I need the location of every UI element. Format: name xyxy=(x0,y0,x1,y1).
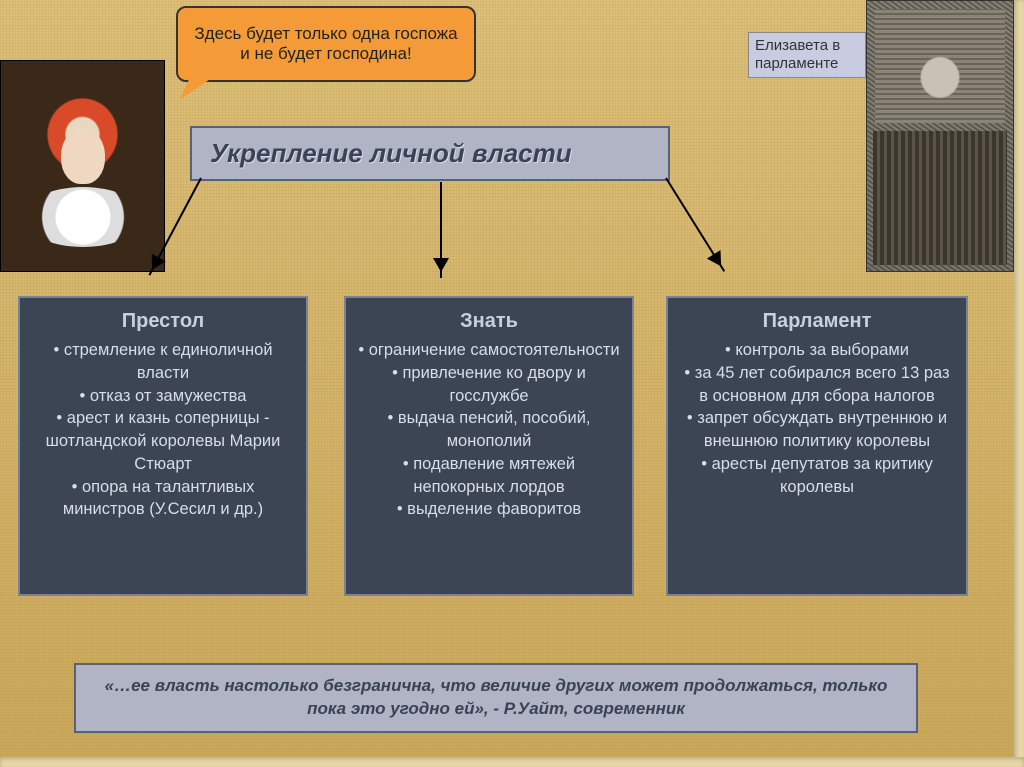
column-nobility: Знать • ограничение самостоятельности• п… xyxy=(344,296,634,596)
image-caption: Елизавета в парламенте xyxy=(748,32,866,78)
column-heading: Знать xyxy=(356,310,622,333)
main-title: Укрепление личной власти xyxy=(190,126,670,181)
speech-bubble: Здесь будет только одна госпожа и не буд… xyxy=(176,6,476,82)
arrow-icon xyxy=(440,182,442,278)
column-bullets: • стремление к единоличной власти• отказ… xyxy=(30,339,296,521)
slide-border-bottom xyxy=(0,757,1024,767)
speech-text: Здесь будет только одна госпожа и не буд… xyxy=(188,24,464,65)
column-heading: Парламент xyxy=(678,310,956,333)
column-heading: Престол xyxy=(30,310,296,333)
column-parliament: Парламент • контроль за выборами• за 45 … xyxy=(666,296,968,596)
column-bullets: • ограничение самостоятельности• привлеч… xyxy=(356,339,622,521)
column-throne: Престол • стремление к единоличной власт… xyxy=(18,296,308,596)
column-bullets: • контроль за выборами• за 45 лет собира… xyxy=(678,339,956,498)
elizabeth-portrait-image xyxy=(0,60,165,272)
parliament-engraving-image xyxy=(866,0,1014,272)
slide-border-right xyxy=(1014,0,1024,767)
footer-quote: «…ее власть настолько безгранична, что в… xyxy=(74,663,918,733)
